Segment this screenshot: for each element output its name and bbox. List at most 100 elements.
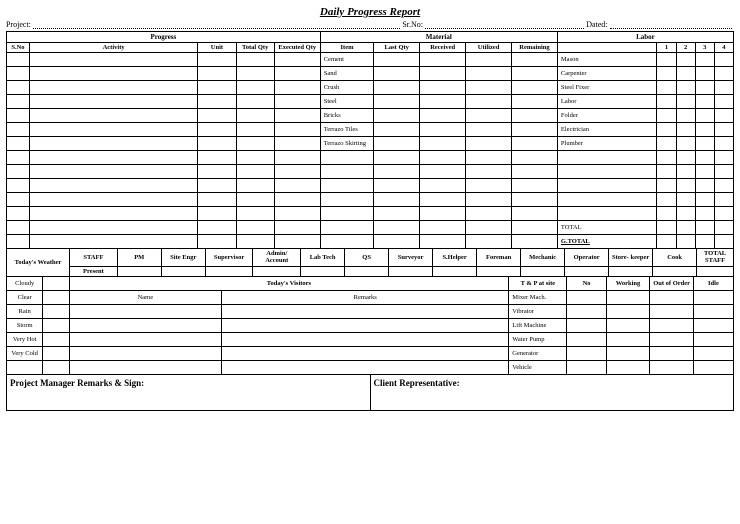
cell[interactable]: [466, 109, 512, 123]
cell[interactable]: [693, 291, 733, 305]
cell[interactable]: [236, 123, 274, 137]
cell[interactable]: [657, 81, 676, 95]
cell[interactable]: [198, 109, 236, 123]
cell[interactable]: [274, 137, 320, 151]
cell[interactable]: [198, 151, 236, 165]
cell[interactable]: [512, 151, 558, 165]
cell[interactable]: [274, 207, 320, 221]
cell[interactable]: [714, 165, 733, 179]
cell[interactable]: [374, 109, 420, 123]
cell[interactable]: [420, 193, 466, 207]
cell[interactable]: [29, 193, 197, 207]
cell[interactable]: [374, 123, 420, 137]
cell[interactable]: [345, 266, 389, 276]
cell[interactable]: [693, 347, 733, 361]
cell[interactable]: [7, 361, 43, 375]
cell[interactable]: [253, 266, 301, 276]
cell[interactable]: [7, 81, 30, 95]
cell[interactable]: [695, 53, 714, 67]
cell[interactable]: [466, 151, 512, 165]
cell[interactable]: [657, 165, 676, 179]
cell[interactable]: [236, 81, 274, 95]
cell[interactable]: [606, 333, 650, 347]
cell[interactable]: [512, 235, 558, 249]
cell[interactable]: [657, 109, 676, 123]
cell[interactable]: [567, 291, 606, 305]
cell[interactable]: [43, 361, 69, 375]
cell[interactable]: [236, 235, 274, 249]
cell[interactable]: [69, 333, 222, 347]
cell[interactable]: [606, 319, 650, 333]
cell[interactable]: [697, 266, 734, 276]
cell[interactable]: [198, 137, 236, 151]
cell[interactable]: [69, 319, 222, 333]
cell[interactable]: [29, 95, 197, 109]
cell[interactable]: [374, 179, 420, 193]
cell[interactable]: [236, 67, 274, 81]
cell[interactable]: [714, 81, 733, 95]
cell[interactable]: [676, 123, 695, 137]
cell[interactable]: [420, 67, 466, 81]
cell[interactable]: [198, 221, 236, 235]
cell[interactable]: [236, 95, 274, 109]
cell[interactable]: [714, 67, 733, 81]
cell[interactable]: [606, 291, 650, 305]
cell[interactable]: [676, 221, 695, 235]
cell[interactable]: [650, 291, 694, 305]
cell[interactable]: [512, 67, 558, 81]
cell[interactable]: [7, 109, 30, 123]
cell[interactable]: [466, 137, 512, 151]
cell[interactable]: [420, 221, 466, 235]
cell[interactable]: [161, 266, 205, 276]
cell[interactable]: [565, 266, 609, 276]
cell[interactable]: [657, 123, 676, 137]
cell[interactable]: [198, 179, 236, 193]
cell[interactable]: [420, 207, 466, 221]
cell[interactable]: [676, 109, 695, 123]
cell[interactable]: [567, 319, 606, 333]
cell[interactable]: [374, 235, 420, 249]
cell[interactable]: [7, 179, 30, 193]
cell[interactable]: [433, 266, 477, 276]
cell[interactable]: [222, 319, 509, 333]
srno-field[interactable]: [425, 20, 584, 29]
cell[interactable]: [274, 165, 320, 179]
cell[interactable]: [466, 207, 512, 221]
cell[interactable]: [676, 165, 695, 179]
cell[interactable]: [198, 67, 236, 81]
cell[interactable]: [477, 266, 521, 276]
cell[interactable]: [676, 179, 695, 193]
cell[interactable]: [7, 221, 30, 235]
cell[interactable]: [466, 81, 512, 95]
cell[interactable]: [236, 109, 274, 123]
cell[interactable]: [198, 123, 236, 137]
cell[interactable]: [7, 95, 30, 109]
cell[interactable]: [676, 137, 695, 151]
cell[interactable]: [7, 235, 30, 249]
cell[interactable]: [236, 151, 274, 165]
cell[interactable]: [205, 266, 253, 276]
cell[interactable]: [43, 305, 69, 319]
cell[interactable]: [512, 81, 558, 95]
cell[interactable]: [43, 291, 69, 305]
cell[interactable]: [466, 95, 512, 109]
cell[interactable]: [29, 123, 197, 137]
cell[interactable]: [29, 165, 197, 179]
cell[interactable]: [274, 109, 320, 123]
cell[interactable]: [466, 67, 512, 81]
cell[interactable]: [69, 361, 222, 375]
cell[interactable]: [657, 151, 676, 165]
cell[interactable]: [695, 81, 714, 95]
cell[interactable]: [7, 67, 30, 81]
cell[interactable]: [512, 137, 558, 151]
cell[interactable]: [466, 165, 512, 179]
cell[interactable]: [693, 305, 733, 319]
cell[interactable]: [420, 81, 466, 95]
cell[interactable]: [466, 235, 512, 249]
pm-remarks[interactable]: Project Manager Remarks & Sign:: [7, 375, 371, 411]
cell[interactable]: [274, 95, 320, 109]
cell[interactable]: [29, 151, 197, 165]
cell[interactable]: [198, 53, 236, 67]
cell[interactable]: [198, 235, 236, 249]
cell[interactable]: [374, 95, 420, 109]
